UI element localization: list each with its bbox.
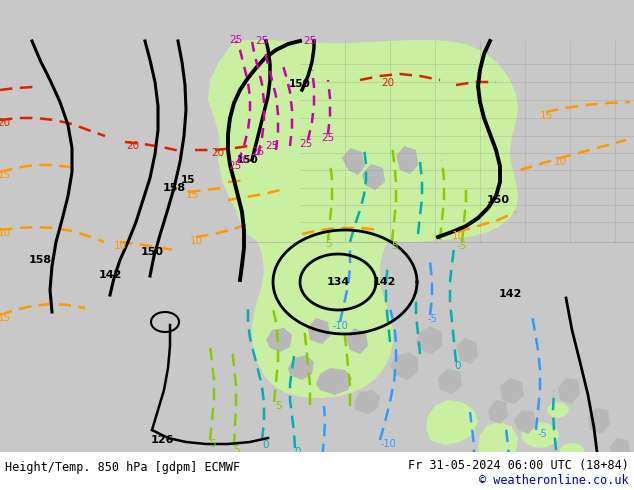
Text: 158: 158	[29, 255, 51, 265]
Polygon shape	[288, 355, 314, 380]
Polygon shape	[316, 368, 352, 395]
Text: 25: 25	[321, 133, 335, 143]
Text: 25: 25	[230, 35, 243, 45]
Text: 142: 142	[98, 270, 122, 280]
Text: 5: 5	[275, 401, 281, 411]
Text: 25: 25	[304, 36, 316, 46]
Polygon shape	[522, 423, 558, 447]
Text: Fr 31-05-2024 06:00 UTC (18+84): Fr 31-05-2024 06:00 UTC (18+84)	[408, 459, 629, 471]
Polygon shape	[239, 95, 288, 138]
Text: -5: -5	[457, 241, 467, 251]
Text: -10: -10	[310, 475, 326, 485]
Text: Height/Temp. 850 hPa [gdpm] ECMWF: Height/Temp. 850 hPa [gdpm] ECMWF	[5, 462, 240, 474]
Text: 10: 10	[451, 231, 465, 241]
Text: 25: 25	[251, 147, 264, 157]
Text: -10: -10	[500, 481, 516, 490]
Polygon shape	[266, 328, 292, 352]
Text: -10: -10	[380, 439, 396, 449]
Text: 0: 0	[455, 361, 462, 371]
Text: -5: -5	[427, 314, 437, 324]
Text: 150: 150	[486, 195, 510, 205]
Text: 20: 20	[382, 78, 394, 88]
Polygon shape	[456, 338, 478, 364]
Text: 15: 15	[181, 175, 195, 185]
Text: 20: 20	[236, 155, 250, 165]
Polygon shape	[240, 222, 400, 398]
Polygon shape	[548, 403, 568, 417]
Text: 15: 15	[0, 170, 11, 180]
Text: 10: 10	[113, 241, 127, 251]
Polygon shape	[208, 40, 518, 247]
Polygon shape	[354, 390, 380, 414]
Text: 150: 150	[141, 247, 164, 257]
Text: 142: 142	[498, 289, 522, 299]
Text: 5: 5	[210, 439, 216, 449]
Polygon shape	[438, 368, 462, 394]
Text: 25: 25	[228, 161, 242, 171]
Polygon shape	[308, 318, 330, 344]
Polygon shape	[346, 328, 368, 354]
Polygon shape	[560, 444, 584, 460]
Text: 0: 0	[262, 440, 269, 450]
Text: 20: 20	[126, 141, 139, 151]
Polygon shape	[514, 410, 536, 434]
Text: 25: 25	[299, 139, 313, 149]
Text: 25: 25	[256, 36, 269, 46]
Text: 15: 15	[185, 190, 198, 200]
Text: 0: 0	[295, 447, 301, 457]
Polygon shape	[488, 400, 508, 424]
Text: -10: -10	[332, 321, 348, 331]
Polygon shape	[558, 378, 580, 404]
Text: 134: 134	[327, 277, 349, 287]
Polygon shape	[500, 378, 524, 404]
Text: 150: 150	[237, 155, 259, 165]
Text: 158: 158	[162, 183, 186, 193]
Text: 5: 5	[392, 241, 398, 251]
Polygon shape	[342, 148, 365, 175]
Text: 126: 126	[150, 435, 174, 445]
Text: 150: 150	[289, 79, 311, 89]
Polygon shape	[588, 408, 610, 434]
Text: -5: -5	[537, 429, 547, 439]
Polygon shape	[396, 146, 418, 174]
Text: © weatheronline.co.uk: © weatheronline.co.uk	[479, 473, 629, 487]
Text: 10: 10	[553, 157, 567, 167]
Polygon shape	[362, 164, 385, 190]
Text: 142: 142	[372, 277, 396, 287]
Text: 0: 0	[560, 469, 566, 479]
Polygon shape	[390, 352, 418, 380]
Text: 10: 10	[190, 236, 202, 246]
Text: 25: 25	[266, 141, 278, 151]
Text: 20: 20	[0, 118, 11, 128]
Bar	[0, 452, 634, 490]
Text: 5: 5	[233, 445, 239, 455]
Polygon shape	[610, 438, 630, 464]
Polygon shape	[416, 326, 442, 354]
Text: 15: 15	[0, 313, 11, 323]
Text: 10: 10	[0, 228, 11, 238]
Polygon shape	[426, 400, 478, 445]
Text: -10: -10	[462, 481, 478, 490]
Text: 20: 20	[211, 148, 224, 158]
Text: 5: 5	[325, 239, 332, 249]
Polygon shape	[478, 422, 518, 465]
Text: 15: 15	[540, 111, 553, 121]
